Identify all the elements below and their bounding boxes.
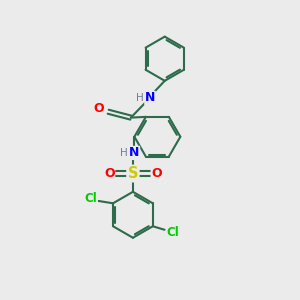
Text: H: H bbox=[136, 93, 144, 103]
Text: O: O bbox=[151, 167, 162, 180]
Text: S: S bbox=[128, 166, 138, 181]
Text: O: O bbox=[104, 167, 115, 180]
Text: N: N bbox=[145, 92, 155, 104]
Text: Cl: Cl bbox=[85, 192, 97, 206]
Text: Cl: Cl bbox=[167, 226, 179, 238]
Text: O: O bbox=[93, 102, 104, 115]
Text: N: N bbox=[129, 146, 140, 159]
Text: H: H bbox=[120, 148, 128, 158]
